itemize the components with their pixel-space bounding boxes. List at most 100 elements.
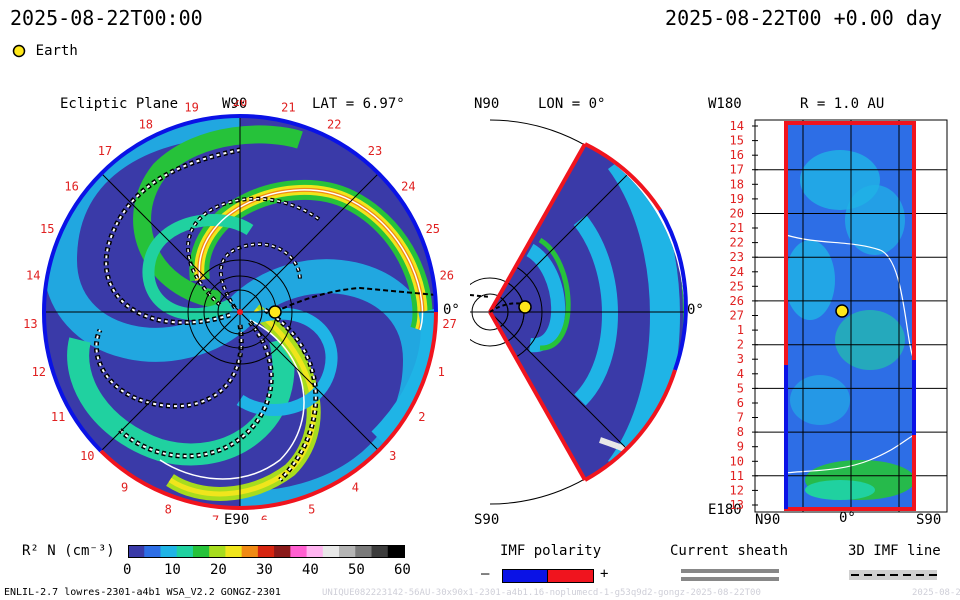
rsurface-y-label-23: 23 — [730, 250, 744, 264]
colorbar-cell — [355, 545, 373, 558]
carrington-labels: 2021222324252627123456789101112131415161… — [23, 100, 457, 520]
colorbar — [128, 545, 405, 558]
ecliptic-polarity-positive — [99, 311, 438, 511]
earth-legend-label: Earth — [35, 43, 78, 59]
carrington-label-21: 21 — [281, 101, 295, 115]
rsurface-y-label-1: 1 — [737, 323, 744, 337]
rsurface-y-label-17: 17 — [730, 163, 744, 177]
carrington-label-12: 12 — [32, 365, 46, 379]
colorbar-cell — [339, 545, 356, 558]
carrington-label-2: 2 — [418, 410, 425, 424]
ecliptic-e90-label: E90 — [224, 512, 250, 528]
colorbar-cell — [306, 545, 324, 558]
carrington-label-16: 16 — [64, 180, 78, 194]
rsurface-y-label-25: 25 — [730, 279, 744, 293]
colorbar-cell — [176, 545, 194, 558]
colorbar-cell — [322, 545, 340, 558]
footer-run-id: UNIQUE082223142-56AU-30x90x1-2301-a4b1.1… — [322, 588, 761, 598]
right-timestamp: 2025-08-22T00 +0.00 day — [665, 6, 942, 30]
rsurface-y-label-13: 13 — [730, 498, 744, 512]
current-sheath-swatch-top — [681, 569, 779, 573]
rsurface-y-label-16: 16 — [730, 148, 744, 162]
colorbar-cell — [160, 545, 178, 558]
ecliptic-zero-label: 0° — [443, 302, 460, 318]
meridional-n90-label: N90 — [474, 96, 500, 112]
carrington-label-9: 9 — [121, 481, 128, 495]
ecliptic-plot: 2021222324252627123456789101112131415161… — [23, 100, 457, 520]
rsurface-y-label-27: 27 — [730, 309, 744, 323]
colorbar-cell — [371, 545, 389, 558]
ecliptic-polarity-negative — [41, 114, 241, 453]
imf-line-title: 3D IMF line — [848, 543, 941, 559]
carrington-label-26: 26 — [440, 269, 454, 283]
rsurface-e180-label: E180 — [708, 502, 742, 518]
meridional-s90-label: S90 — [474, 512, 500, 528]
colorbar-tick-60: 60 — [394, 562, 411, 578]
rsurface-y-label-8: 8 — [737, 425, 744, 439]
rsurface-y-label-12: 12 — [730, 483, 744, 497]
ecliptic-w90-label: W90 — [222, 96, 248, 112]
rsurface-y-label-22: 22 — [730, 236, 744, 250]
rsurface-plot: 1415161718192021222324252627123456789101… — [730, 119, 948, 513]
meridional-lon-label: LON = 0° — [538, 96, 606, 112]
rsurface-y-label-10: 10 — [730, 454, 744, 468]
current-sheath-title: Current sheath — [670, 543, 789, 559]
carrington-label-14: 14 — [26, 269, 40, 283]
carrington-label-20: 20 — [233, 100, 247, 109]
carrington-label-5: 5 — [308, 502, 315, 516]
rsurface-x-label-n90: N90 — [755, 512, 781, 528]
rsurface-w180-label: W180 — [708, 96, 742, 112]
rsurface-y-label-18: 18 — [730, 177, 744, 191]
colorbar-tick-20: 20 — [210, 562, 227, 578]
current-sheath-swatch-bottom — [681, 577, 779, 581]
colorbar-cell — [192, 545, 210, 558]
imf-polarity-title: IMF polarity — [500, 543, 602, 559]
rsurface-y-label-15: 15 — [730, 134, 744, 148]
left-timestamp: 2025-08-22T00:00 — [10, 6, 203, 30]
earth-marker-icon — [12, 44, 26, 57]
ecliptic-title: Ecliptic Plane — [60, 96, 179, 112]
rsurface-y-label-9: 9 — [737, 440, 744, 454]
colorbar-label: R² N (cm⁻³) — [22, 543, 115, 559]
imf-polarity-plus: + — [600, 566, 609, 582]
sun-marker-icon — [237, 309, 243, 315]
colorbar-cell — [209, 545, 226, 558]
earth-legend: Earth — [12, 40, 78, 59]
colorbar-cell — [387, 545, 405, 558]
carrington-label-11: 11 — [51, 410, 65, 424]
rsurface-x-label-s90: S90 — [916, 512, 942, 528]
rsurface-y-label-6: 6 — [737, 396, 744, 410]
rsurface-y-label-4: 4 — [737, 367, 744, 381]
colorbar-cell — [225, 545, 243, 558]
carrington-label-6: 6 — [261, 514, 268, 520]
carrington-label-15: 15 — [40, 222, 54, 236]
imf-polarity-negative-swatch — [502, 569, 549, 583]
carrington-label-22: 22 — [327, 117, 341, 131]
carrington-label-19: 19 — [184, 101, 198, 115]
imf-polarity-positive-swatch — [547, 569, 594, 583]
colorbar-cell — [257, 545, 275, 558]
colorbar-cell — [274, 545, 291, 558]
carrington-label-17: 17 — [98, 144, 112, 158]
rsurface-y-label-7: 7 — [737, 411, 744, 425]
footer-date: 2025-08-22 — [912, 588, 960, 598]
rsurface-y-label-26: 26 — [730, 294, 744, 308]
rsurface-y-label-5: 5 — [737, 381, 744, 395]
rsurface-y-label-24: 24 — [730, 265, 744, 279]
carrington-label-13: 13 — [23, 317, 37, 331]
colorbar-tick-30: 30 — [256, 562, 273, 578]
carrington-label-18: 18 — [139, 117, 153, 131]
meridional-earth-marker-icon — [518, 300, 532, 314]
rsurface-y-label-20: 20 — [730, 207, 744, 221]
rsurface-earth-marker-icon — [835, 304, 849, 318]
ecliptic-lat-label: LAT = 6.97° — [312, 96, 405, 112]
rsurface-y-label-11: 11 — [730, 469, 744, 483]
carrington-label-23: 23 — [368, 144, 382, 158]
rsurface-y-label-19: 19 — [730, 192, 744, 206]
carrington-label-7: 7 — [212, 514, 219, 520]
colorbar-cell — [144, 545, 161, 558]
colorbar-cell — [128, 545, 145, 558]
meridional-plot — [470, 119, 688, 505]
carrington-label-25: 25 — [426, 222, 440, 236]
rsurface-x-label-zero: 0° — [839, 510, 856, 526]
